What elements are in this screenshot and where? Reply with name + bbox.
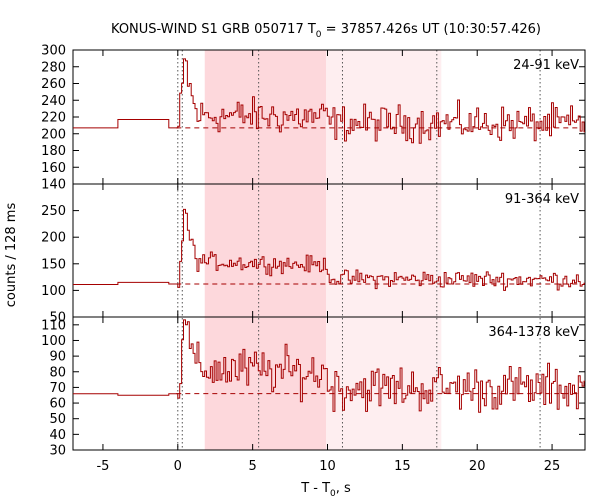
- x-tick-label: 25: [544, 459, 561, 474]
- y-tick-label: 50: [49, 311, 66, 326]
- shaded-interval-0: [204, 50, 327, 450]
- y-tick-label: 100: [41, 334, 66, 349]
- y-tick-label: 110: [41, 318, 66, 333]
- y-tick-label: 240: [41, 94, 66, 109]
- x-tick-label: 20: [469, 459, 486, 474]
- light-curve: [73, 58, 585, 144]
- energy-band-label: 91-364 keV: [505, 192, 579, 207]
- x-tick-label: 15: [394, 459, 411, 474]
- x-tick-label: 5: [249, 459, 257, 474]
- x-tick-label: 0: [174, 459, 182, 474]
- y-tick-label: 80: [49, 365, 66, 380]
- y-tick-label: 40: [49, 428, 66, 443]
- panel-frame: [72, 316, 586, 451]
- y-tick-label: 90: [49, 350, 66, 365]
- y-tick-label: 50: [49, 412, 66, 427]
- y-tick-label: 100: [41, 284, 66, 299]
- y-tick-label: 30: [49, 444, 66, 459]
- x-tick-label: -5: [96, 459, 109, 474]
- y-tick-label: 70: [49, 381, 66, 396]
- y-tick-label: 180: [41, 144, 66, 159]
- y-tick-label: 150: [41, 257, 66, 272]
- light-curve: [73, 208, 585, 291]
- y-axis-label: counts / 128 ms: [4, 203, 19, 308]
- energy-band-label: 364-1378 keV: [488, 325, 579, 340]
- y-tick-label: 200: [41, 127, 66, 142]
- y-tick-label: 60: [49, 397, 66, 412]
- x-axis-label: T - T0, s: [300, 481, 351, 499]
- y-tick-label: 250: [41, 204, 66, 219]
- y-tick-label: 200: [41, 231, 66, 246]
- energy-band-label: 24-91 keV: [513, 58, 579, 73]
- y-tick-label: 300: [41, 44, 66, 59]
- y-tick-label: 280: [41, 60, 66, 75]
- panel-91-364-kev: 50 100 150 200 250 91-364 keV: [41, 183, 586, 326]
- shaded-interval-1: [326, 50, 442, 450]
- y-tick-label: 220: [41, 111, 66, 126]
- chart-title: KONUS-WIND S1 GRB 050717 T0 = 37857.426s…: [111, 22, 541, 40]
- y-tick-label: 260: [41, 77, 66, 92]
- x-tick-label: 10: [319, 459, 336, 474]
- y-tick-label: 160: [41, 161, 66, 176]
- y-tick-label: 140: [41, 178, 66, 193]
- light-curve: [73, 319, 585, 413]
